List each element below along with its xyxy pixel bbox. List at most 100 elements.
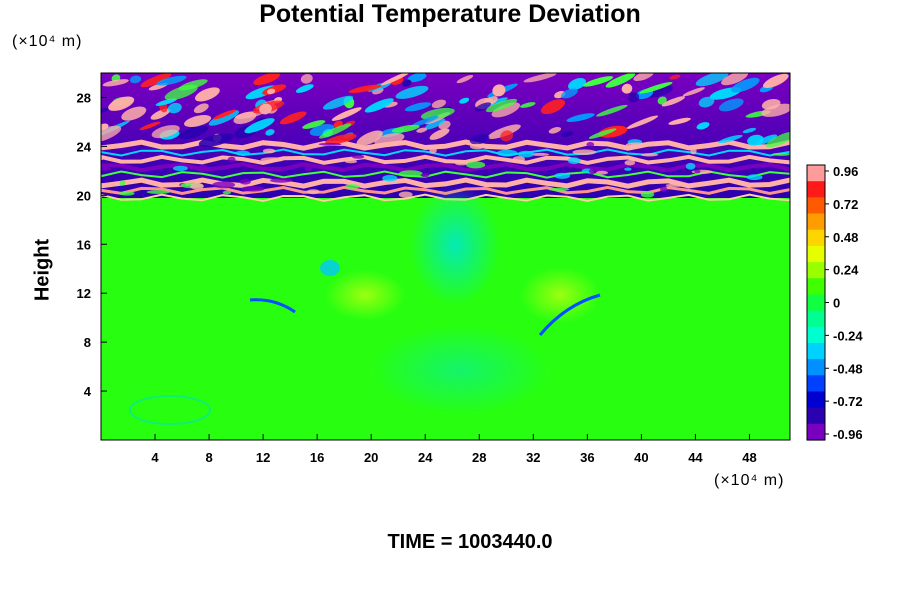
wave-blob bbox=[626, 115, 659, 129]
wave-blob bbox=[404, 102, 432, 112]
colorbar-tick-label: -0.96 bbox=[833, 427, 863, 442]
plot-frame bbox=[100, 72, 791, 441]
heatmap-field bbox=[101, 73, 790, 440]
wave-blob bbox=[411, 115, 439, 127]
wave-blob bbox=[421, 173, 430, 178]
wave-blob bbox=[466, 161, 486, 169]
wave-blob bbox=[213, 109, 236, 120]
x-tick-label: 20 bbox=[364, 450, 378, 465]
colorbar-swatch bbox=[807, 407, 825, 425]
wave-blob bbox=[198, 133, 234, 147]
y-axis-ticks: 4 8 12 16 20 24 28 bbox=[77, 90, 107, 399]
wave-blob bbox=[139, 121, 161, 131]
lower-field-features bbox=[129, 185, 601, 425]
wave-blob bbox=[304, 165, 312, 172]
wave-blob bbox=[222, 190, 232, 195]
wave-blob bbox=[695, 73, 729, 87]
wave-blob bbox=[761, 103, 790, 117]
colorbar-swatch bbox=[807, 326, 825, 344]
colorbar: 0.96 0.72 0.48 0.24 0 -0.24 -0.48 -0.72 -0.96 bbox=[806, 164, 863, 442]
wave-blob bbox=[398, 170, 423, 177]
wave-blob bbox=[660, 186, 668, 192]
wave-blob bbox=[772, 152, 790, 156]
colorbar-tick-label: 0 bbox=[833, 296, 840, 311]
wave-stripe bbox=[101, 177, 790, 189]
x-tick-label: 12 bbox=[256, 450, 270, 465]
wave-blob bbox=[259, 103, 272, 115]
wave-blob bbox=[374, 133, 405, 146]
wave-blob bbox=[184, 115, 212, 127]
colorbar-swatch bbox=[807, 342, 825, 360]
colorbar-ticks: 0.96 0.72 0.48 0.24 0 -0.24 -0.48 -0.72 -0.96 bbox=[825, 164, 863, 442]
wave-blob bbox=[548, 127, 562, 134]
wave-blob bbox=[253, 73, 281, 86]
colorbar-swatch bbox=[807, 423, 825, 441]
wave-blob bbox=[208, 110, 240, 126]
y-tick-label: 12 bbox=[77, 286, 91, 301]
wave-blob bbox=[721, 73, 749, 86]
wave-blob bbox=[582, 76, 614, 87]
colorbar-swatches bbox=[807, 165, 825, 441]
wave-blob bbox=[485, 98, 518, 113]
wave-blob bbox=[364, 98, 394, 113]
colorbar-tick-label: -0.72 bbox=[833, 394, 863, 409]
wave-blob bbox=[470, 143, 485, 150]
colorbar-swatch bbox=[807, 181, 825, 198]
wave-blob bbox=[279, 111, 307, 125]
wave-blob bbox=[454, 161, 468, 166]
wave-stripe bbox=[101, 170, 790, 179]
wave-blob bbox=[156, 75, 187, 86]
wave-blob bbox=[322, 95, 354, 110]
wave-blob bbox=[331, 107, 362, 121]
wave-blob bbox=[140, 73, 172, 88]
colorbar-swatch bbox=[807, 213, 825, 231]
x-tick-label: 24 bbox=[418, 450, 433, 465]
wave-blob bbox=[318, 142, 342, 146]
wave-blob bbox=[512, 156, 525, 162]
colorbar-swatch bbox=[807, 262, 825, 279]
wave-blob bbox=[101, 167, 112, 171]
wave-blob bbox=[589, 168, 596, 175]
wave-blob bbox=[227, 156, 236, 163]
wave-blob bbox=[496, 149, 518, 157]
wave-blob bbox=[348, 84, 382, 94]
wave-blob bbox=[235, 150, 250, 156]
wave-blob bbox=[661, 96, 686, 107]
wave-blob bbox=[491, 102, 521, 118]
wave-blob bbox=[560, 88, 578, 99]
wave-blob bbox=[645, 85, 674, 98]
wave-blob bbox=[265, 129, 275, 136]
x-axis-ticks: 4 8 12 16 20 24 28 32 36 40 44 48 bbox=[151, 434, 757, 465]
wave-blob bbox=[260, 157, 285, 163]
wave-blob bbox=[523, 73, 557, 83]
chart-title: Potential Temperature Deviation bbox=[259, 0, 641, 28]
wave-blob bbox=[233, 111, 257, 124]
wave-blob bbox=[605, 73, 636, 88]
upper-wave-bands bbox=[101, 73, 790, 202]
wave-blob bbox=[101, 125, 122, 143]
wave-blob bbox=[382, 174, 398, 182]
wave-blob bbox=[554, 172, 571, 179]
y-tick-label: 24 bbox=[77, 139, 92, 154]
wave-blob bbox=[172, 165, 188, 172]
wave-blob bbox=[718, 134, 743, 144]
y-tick-label: 8 bbox=[84, 335, 91, 350]
wave-blob bbox=[668, 117, 691, 125]
wave-blob bbox=[398, 191, 413, 198]
wave-blob bbox=[101, 123, 109, 131]
wave-blob bbox=[146, 190, 170, 194]
wave-blob bbox=[178, 125, 209, 140]
wave-blob bbox=[319, 123, 352, 139]
colorbar-swatch bbox=[807, 375, 825, 393]
wave-blob bbox=[517, 150, 535, 158]
wave-blob bbox=[431, 99, 447, 109]
wave-blob bbox=[306, 189, 320, 195]
wave-blob bbox=[119, 191, 135, 196]
wave-blob bbox=[344, 159, 358, 164]
wave-blob bbox=[356, 130, 383, 146]
y-tick-label: 28 bbox=[77, 90, 91, 105]
wave-blob bbox=[474, 102, 492, 112]
wave-blob bbox=[429, 147, 437, 154]
wave-blob bbox=[456, 75, 474, 84]
wave-blob bbox=[755, 134, 778, 146]
